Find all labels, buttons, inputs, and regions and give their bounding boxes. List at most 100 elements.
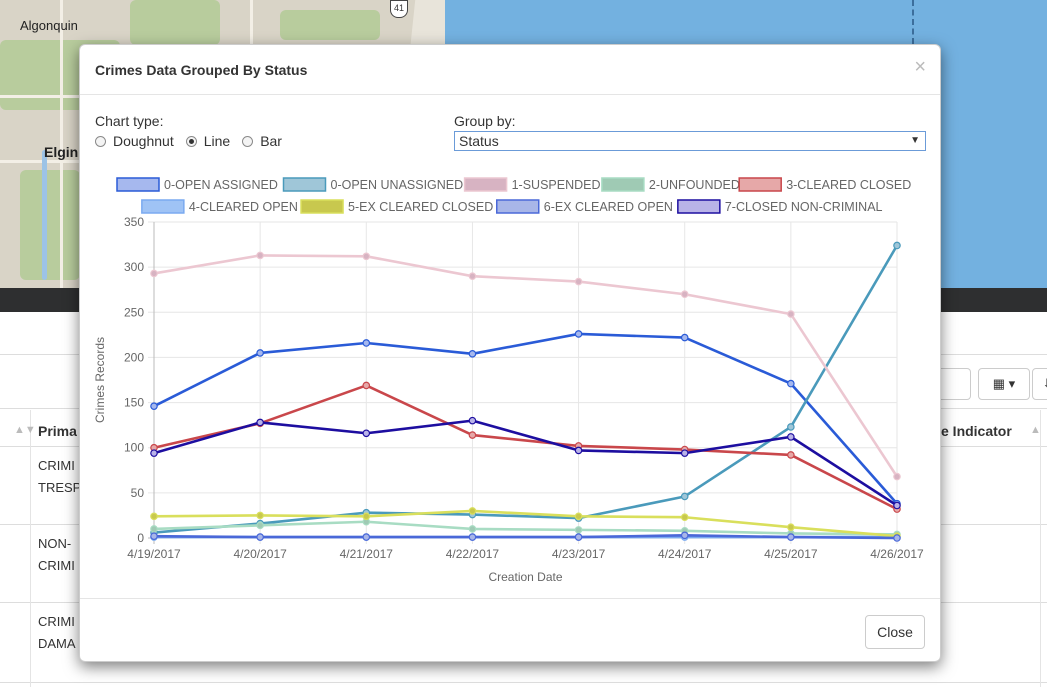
- data-point: [150, 525, 158, 533]
- line-chart: 0-OPEN ASSIGNED 0-OPEN UNASSIGNED 1-SUSPEN…: [93, 177, 924, 584]
- modal-header: Crimes Data Grouped By Status ×: [80, 45, 940, 95]
- data-point: [468, 533, 477, 541]
- data-point: [468, 507, 477, 515]
- series-line: [153, 509, 898, 538]
- data-point: [893, 241, 901, 250]
- map-label-elgin: Elgin: [44, 144, 79, 160]
- y-tick-label: 0: [137, 531, 144, 545]
- data-point: [787, 433, 795, 441]
- data-point: [680, 531, 689, 540]
- series-line: [153, 533, 898, 540]
- radio-bar[interactable]: [242, 135, 254, 147]
- legend-swatch: [141, 199, 185, 214]
- table-search-input[interactable]: [930, 368, 971, 400]
- radio-line-label[interactable]: Line: [203, 133, 231, 149]
- column-header-primary[interactable]: Prima: [38, 423, 77, 439]
- legend-label: 0-OPEN UNASSIGNED: [331, 178, 464, 192]
- series-line: [153, 244, 899, 534]
- column-divider: [1040, 410, 1041, 687]
- data-point: [150, 402, 158, 410]
- y-tick-label: 200: [124, 350, 144, 364]
- columns-toggle-button[interactable]: ▦ ▾: [978, 368, 1030, 400]
- legend-swatch: [282, 177, 327, 192]
- close-button[interactable]: Close: [865, 615, 925, 649]
- grid-icon: ▦ ▾: [992, 376, 1016, 391]
- radio-doughnut-label[interactable]: Doughnut: [113, 133, 174, 149]
- data-point: [256, 349, 264, 357]
- data-point: [362, 339, 371, 347]
- data-point: [574, 330, 583, 338]
- data-point: [574, 277, 583, 286]
- series-0-open-unassigned: [150, 241, 901, 537]
- legend-label: 5-EX CLEARED CLOSED: [348, 200, 493, 214]
- series-line: [153, 419, 898, 507]
- y-tick-label: 150: [124, 396, 144, 410]
- group-by-select[interactable]: Status ▼: [454, 131, 926, 151]
- sort-icon[interactable]: ▲: [1030, 424, 1041, 436]
- legend-swatch: [496, 199, 540, 214]
- y-axis-label: Crimes Records: [93, 337, 107, 423]
- y-tick-label: 350: [124, 215, 144, 229]
- map-park-area: [130, 0, 220, 45]
- download-icon: ⇩: [1043, 376, 1047, 391]
- map-road: [60, 0, 63, 288]
- data-point: [150, 532, 158, 540]
- radio-bar-label[interactable]: Bar: [260, 133, 282, 149]
- map-road: [250, 0, 253, 45]
- data-point: [256, 418, 264, 427]
- legend-swatch: [116, 177, 160, 192]
- legend-label: 4-CLEARED OPEN: [189, 200, 298, 214]
- route-shield-icon: 41: [390, 0, 408, 18]
- chevron-down-icon: ▼: [910, 135, 920, 146]
- export-button[interactable]: ⇩: [1032, 368, 1047, 400]
- close-icon[interactable]: ×: [914, 56, 926, 78]
- data-point: [150, 449, 158, 457]
- data-point: [787, 523, 795, 531]
- series-5-ex-cleared-closed: [150, 507, 901, 540]
- divider: [0, 682, 1047, 683]
- data-point: [256, 511, 264, 520]
- modal-title: Crimes Data Grouped By Status: [95, 62, 308, 78]
- x-tick-label: 4/20/2017: [233, 547, 287, 561]
- chart-modal: Crimes Data Grouped By Status × Chart ty…: [79, 44, 941, 662]
- data-point: [893, 534, 901, 542]
- y-tick-label: 100: [124, 441, 144, 455]
- radio-line[interactable]: [185, 135, 197, 147]
- chart-grid: [148, 221, 898, 544]
- x-axis-label: Creation Date: [488, 570, 562, 584]
- data-point: [362, 252, 371, 261]
- radio-doughnut[interactable]: [95, 135, 106, 147]
- data-point: [680, 492, 689, 501]
- x-tick-label: 4/23/2017: [552, 547, 606, 561]
- column-header-indicator[interactable]: e Indicator: [941, 423, 1012, 439]
- legend-swatch: [601, 177, 645, 192]
- legend-label: 0-OPEN ASSIGNED: [164, 178, 278, 192]
- table-cell: CRIMI DAMA: [38, 614, 76, 651]
- data-point: [893, 501, 901, 510]
- series-6-ex-cleared-open: [150, 531, 901, 542]
- sort-icon[interactable]: ▲▼: [14, 424, 36, 436]
- data-point: [362, 533, 371, 541]
- legend-swatch: [300, 199, 344, 214]
- map-label-algonquin: Algonquin: [20, 18, 78, 33]
- table-cell: NON- CRIMI: [38, 536, 75, 573]
- chart-legend: 0-OPEN ASSIGNED 0-OPEN UNASSIGNED 1-SUSPEN…: [116, 177, 911, 214]
- data-point: [150, 269, 158, 278]
- data-point: [574, 446, 583, 455]
- data-point: [787, 310, 795, 318]
- data-point: [787, 379, 795, 388]
- data-point: [362, 429, 371, 438]
- data-point: [574, 533, 583, 541]
- data-point: [787, 533, 795, 541]
- data-point: [468, 416, 477, 425]
- y-tick-label: 300: [124, 260, 144, 274]
- data-point: [256, 533, 264, 541]
- series-line: [153, 254, 899, 478]
- data-point: [256, 251, 264, 260]
- chart-type-radio-group: Doughnut Line Bar: [95, 133, 294, 149]
- map-river: [42, 150, 47, 280]
- data-point: [574, 526, 583, 534]
- series-1-suspended: [150, 251, 901, 481]
- chart-type-label: Chart type:: [95, 113, 164, 129]
- data-point: [680, 513, 689, 522]
